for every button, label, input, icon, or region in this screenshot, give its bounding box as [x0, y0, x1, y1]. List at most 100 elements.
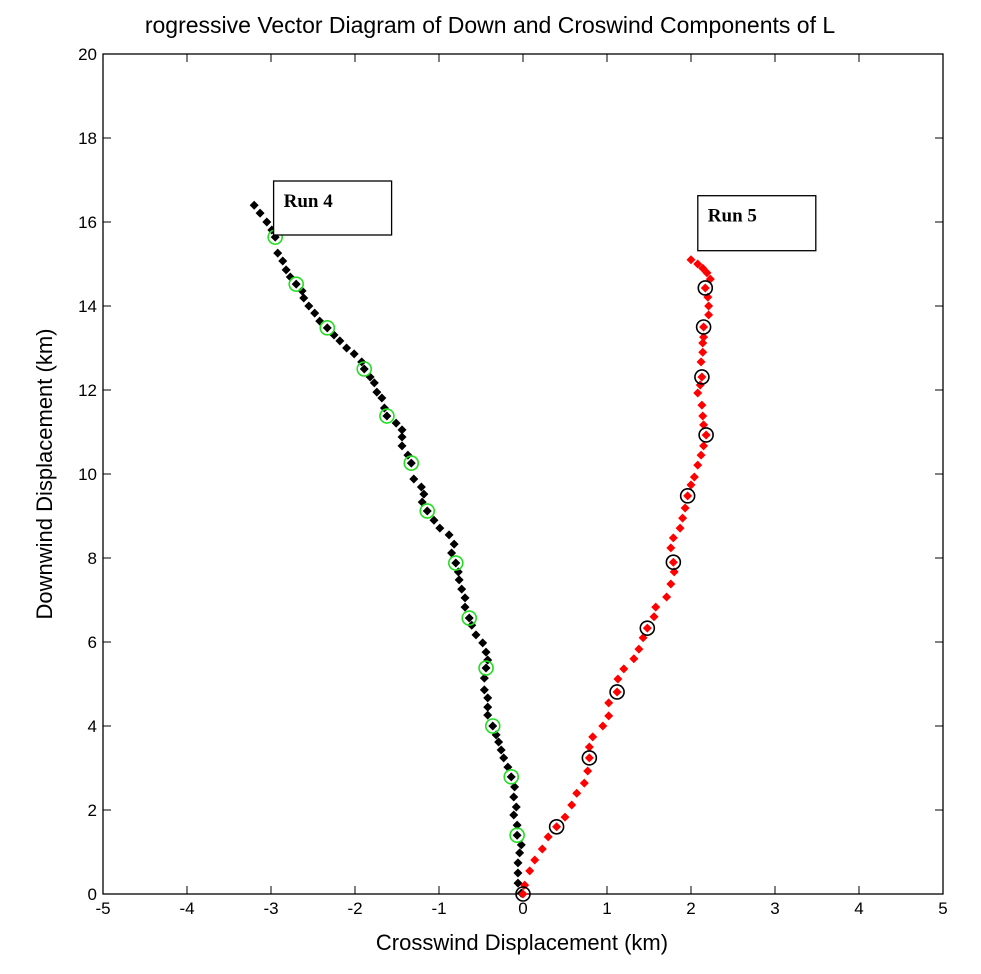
data-point-diamond	[642, 623, 652, 633]
series-run-4	[249, 200, 526, 898]
hourly-marker-circle	[419, 503, 436, 519]
x-axis-label: Crosswind Displacement (km)	[376, 930, 668, 955]
data-point-diamond	[699, 420, 709, 430]
data-point-diamond	[699, 322, 709, 332]
data-point-diamond	[397, 425, 407, 435]
data-point-diamond	[479, 673, 489, 683]
data-point-diamond	[262, 217, 272, 227]
data-point-diamond	[359, 364, 369, 374]
data-point-diamond	[457, 584, 467, 594]
hourly-marker-circle	[503, 769, 520, 785]
data-point-diamond	[460, 593, 470, 603]
x-tick-label: 3	[770, 899, 779, 918]
data-point-diamond	[693, 259, 703, 269]
hourly-marker-circle	[639, 620, 656, 636]
x-tick-label: 1	[602, 899, 611, 918]
data-point-diamond	[494, 737, 504, 747]
data-point-diamond	[513, 878, 523, 888]
data-point-diamond	[689, 472, 699, 482]
data-point-diamond	[483, 702, 493, 712]
hourly-marker-circle	[695, 319, 712, 335]
data-point-diamond	[560, 812, 570, 822]
hourly-marker-circle	[319, 320, 336, 336]
data-point-diamond	[273, 248, 283, 258]
x-tick-label: -1	[431, 899, 446, 918]
data-point-diamond	[699, 441, 709, 451]
data-point-diamond	[478, 638, 488, 648]
data-point-diamond	[416, 482, 426, 492]
data-point-diamond	[435, 523, 445, 533]
hourly-marker-circle	[609, 684, 625, 700]
hourly-marker-circle	[403, 455, 420, 471]
x-tick-label: 2	[686, 899, 695, 918]
hourly-marker-circle	[581, 750, 598, 766]
data-point-diamond	[530, 855, 540, 865]
hourly-marker-circle	[478, 660, 494, 676]
annotation-label: Run 5	[708, 206, 757, 227]
data-point-diamond	[297, 286, 307, 296]
y-tick-label: 4	[88, 717, 97, 736]
data-point-diamond	[693, 460, 703, 470]
data-point-diamond	[668, 557, 678, 567]
data-point-diamond	[449, 539, 459, 549]
hourly-marker-circle	[697, 280, 714, 296]
y-tick-label: 18	[78, 129, 97, 148]
data-point-diamond	[634, 644, 644, 654]
y-axis-label: Downwind Displacement (km)	[32, 329, 57, 620]
data-point-diamond	[511, 802, 521, 812]
data-point-diamond	[579, 778, 589, 788]
data-point-diamond	[525, 866, 535, 876]
y-tick-label: 10	[78, 465, 97, 484]
hourly-marker-circle	[548, 818, 565, 835]
data-point-diamond	[483, 693, 493, 703]
data-point-diamond	[584, 742, 594, 752]
y-tick-label: 12	[78, 381, 97, 400]
data-point-diamond	[513, 858, 523, 868]
data-point-diamond	[496, 745, 506, 755]
data-point-diamond	[322, 323, 332, 333]
data-point-diamond	[697, 400, 707, 410]
data-point-diamond	[604, 711, 614, 721]
data-point-diamond	[406, 458, 416, 468]
data-point-diamond	[612, 687, 622, 697]
y-tick-label: 16	[78, 213, 97, 232]
data-point-diamond	[698, 263, 708, 273]
y-tick-label: 20	[78, 45, 97, 64]
data-point-diamond	[369, 378, 379, 388]
y-tick-label: 0	[88, 885, 97, 904]
data-point-diamond	[662, 592, 672, 602]
hourly-marker-circle	[484, 718, 501, 734]
data-point-diamond	[285, 272, 295, 282]
data-point-diamond	[666, 579, 676, 589]
data-point-diamond	[572, 788, 582, 798]
plot-frame	[102, 53, 944, 895]
data-point-diamond	[372, 387, 382, 397]
data-point-diamond	[668, 533, 678, 543]
data-point-diamond	[675, 523, 685, 533]
hourly-marker-circle	[356, 361, 373, 377]
data-point-diamond	[481, 647, 491, 657]
data-point-diamond	[683, 491, 693, 501]
data-point-diamond	[588, 732, 598, 742]
data-point-diamond	[686, 480, 696, 490]
data-point-diamond	[281, 265, 291, 275]
data-point-diamond	[567, 800, 577, 810]
data-point-diamond	[697, 372, 707, 382]
data-point-diamond	[299, 293, 309, 303]
data-point-diamond	[377, 393, 387, 403]
data-point-diamond	[537, 844, 547, 854]
data-point-diamond	[513, 868, 523, 878]
data-point-diamond	[512, 820, 522, 830]
x-tick-label: 0	[518, 899, 527, 918]
data-point-diamond	[447, 548, 457, 558]
data-point-diamond	[422, 506, 432, 516]
y-tick-label: 14	[78, 297, 97, 316]
hourly-marker-circle	[509, 827, 525, 844]
data-point-diamond	[543, 832, 553, 842]
y-axis-ticks: 0 2 4 6 8 10 12 14 16 18 20	[78, 45, 943, 904]
data-point-diamond	[651, 602, 661, 612]
data-point-diamond	[629, 654, 639, 664]
data-point-diamond	[481, 663, 491, 673]
data-point-diamond	[304, 301, 314, 311]
